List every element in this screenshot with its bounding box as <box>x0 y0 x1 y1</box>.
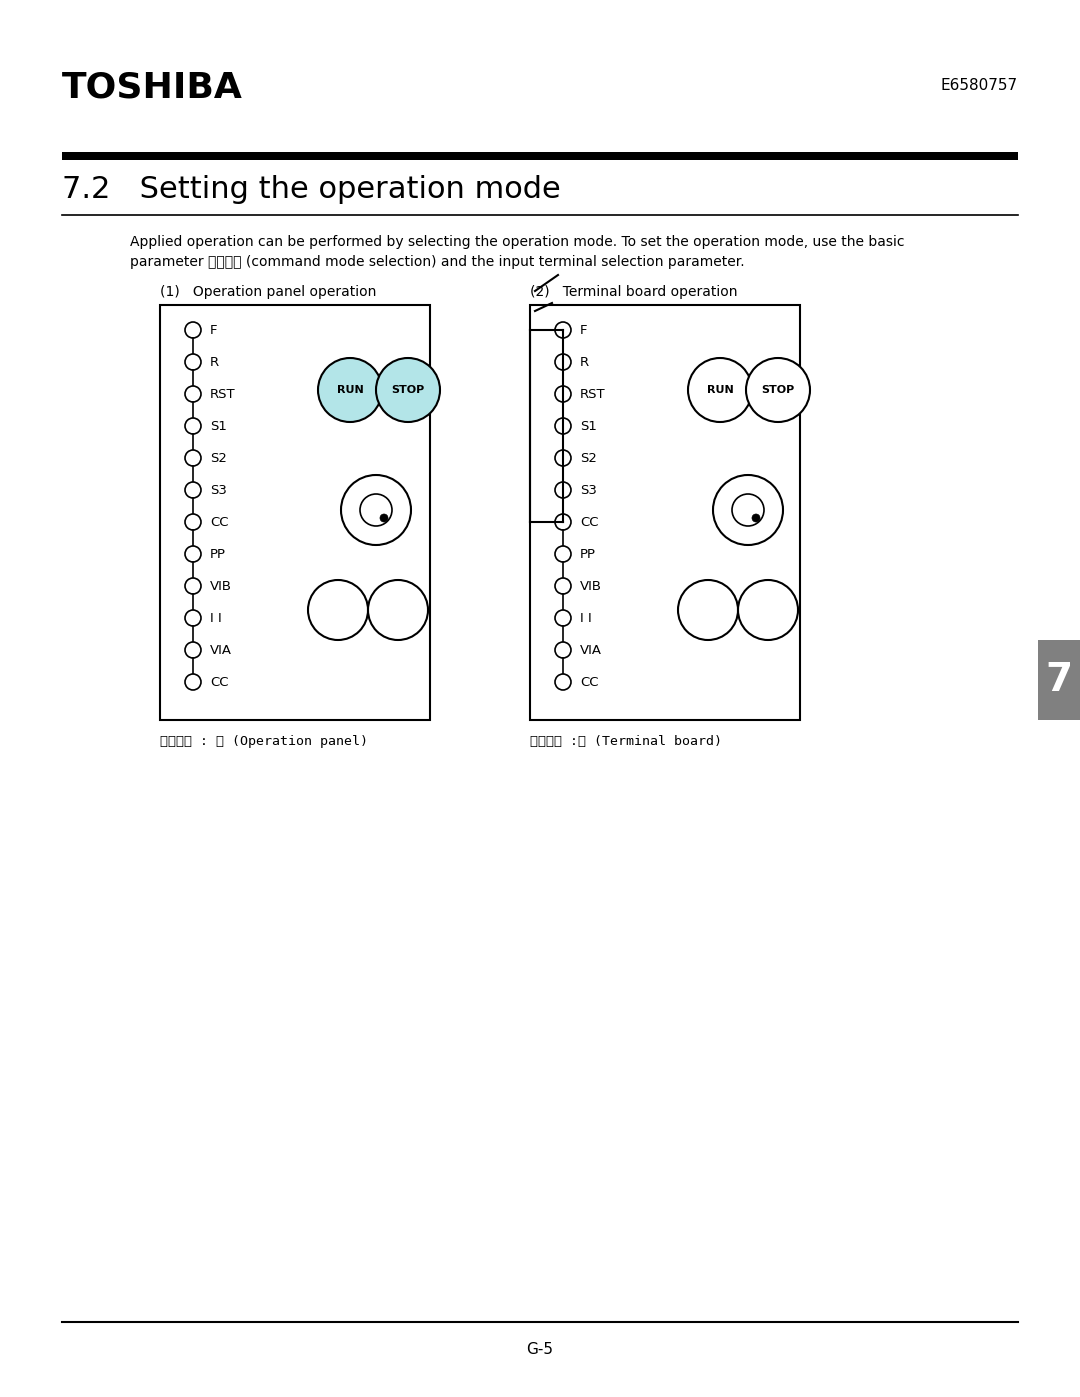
Circle shape <box>678 580 738 640</box>
Circle shape <box>185 321 201 338</box>
Text: CC: CC <box>210 515 229 528</box>
Text: STOP: STOP <box>391 386 424 395</box>
Circle shape <box>713 475 783 545</box>
Circle shape <box>732 495 764 527</box>
Circle shape <box>185 514 201 529</box>
Text: I I: I I <box>210 612 221 624</box>
Text: VIB: VIB <box>580 580 602 592</box>
Text: RST: RST <box>210 387 235 401</box>
Circle shape <box>185 450 201 467</box>
Circle shape <box>341 475 411 545</box>
Text: (2)   Terminal board operation: (2) Terminal board operation <box>530 285 738 299</box>
Text: RUN: RUN <box>706 386 733 395</box>
Text: S1: S1 <box>580 419 597 433</box>
Circle shape <box>555 673 571 690</box>
Bar <box>160 305 430 719</box>
Text: F: F <box>210 324 217 337</box>
Text: ⓂⓃⓄⓅ : ② (Operation panel): ⓂⓃⓄⓅ : ② (Operation panel) <box>160 735 368 747</box>
Text: ⓂⓃⓄⓅ :① (Terminal board): ⓂⓃⓄⓅ :① (Terminal board) <box>530 735 723 747</box>
Circle shape <box>318 358 382 422</box>
Text: STOP: STOP <box>761 386 795 395</box>
Text: VIA: VIA <box>210 644 232 657</box>
Text: Applied operation can be performed by selecting the operation mode. To set the o: Applied operation can be performed by se… <box>130 235 905 249</box>
Polygon shape <box>754 598 782 624</box>
Circle shape <box>185 418 201 434</box>
Polygon shape <box>694 597 723 622</box>
Circle shape <box>185 578 201 594</box>
Polygon shape <box>324 597 352 622</box>
Text: CC: CC <box>580 676 598 689</box>
Text: S3: S3 <box>580 483 597 496</box>
Text: parameter ⓂⓃⓄⓅ (command mode selection) and the input terminal selection paramet: parameter ⓂⓃⓄⓅ (command mode selection) … <box>130 256 744 270</box>
Circle shape <box>185 482 201 497</box>
Circle shape <box>555 578 571 594</box>
Circle shape <box>738 580 798 640</box>
Polygon shape <box>384 598 411 624</box>
Text: 7.2   Setting the operation mode: 7.2 Setting the operation mode <box>62 175 561 204</box>
Circle shape <box>185 353 201 370</box>
Circle shape <box>555 386 571 402</box>
Bar <box>62 152 1018 161</box>
Text: CC: CC <box>210 676 229 689</box>
Text: VIB: VIB <box>210 580 232 592</box>
Text: E6580757: E6580757 <box>941 78 1018 94</box>
Bar <box>530 305 800 719</box>
Circle shape <box>185 546 201 562</box>
Text: S2: S2 <box>210 451 227 464</box>
Circle shape <box>360 495 392 527</box>
Text: I I: I I <box>580 612 592 624</box>
Bar <box>1038 640 1080 719</box>
Text: PP: PP <box>210 548 226 560</box>
Text: R: R <box>210 355 219 369</box>
Circle shape <box>185 610 201 626</box>
Text: PP: PP <box>580 548 596 560</box>
Circle shape <box>185 386 201 402</box>
Text: 7: 7 <box>1045 661 1072 698</box>
Text: R: R <box>580 355 589 369</box>
Text: F: F <box>580 324 588 337</box>
Circle shape <box>555 514 571 529</box>
Circle shape <box>185 643 201 658</box>
Text: CC: CC <box>580 515 598 528</box>
Text: S2: S2 <box>580 451 597 464</box>
Circle shape <box>555 546 571 562</box>
Text: S1: S1 <box>210 419 227 433</box>
Text: RST: RST <box>580 387 606 401</box>
Text: G-5: G-5 <box>527 1343 554 1356</box>
Circle shape <box>555 418 571 434</box>
Text: RUN: RUN <box>337 386 363 395</box>
Circle shape <box>688 358 752 422</box>
Text: TOSHIBA: TOSHIBA <box>62 70 243 103</box>
Circle shape <box>555 610 571 626</box>
Circle shape <box>746 358 810 422</box>
Text: S3: S3 <box>210 483 227 496</box>
Circle shape <box>555 482 571 497</box>
Circle shape <box>376 358 440 422</box>
Circle shape <box>185 673 201 690</box>
Circle shape <box>555 643 571 658</box>
Text: (1)   Operation panel operation: (1) Operation panel operation <box>160 285 376 299</box>
Circle shape <box>555 450 571 467</box>
Circle shape <box>368 580 428 640</box>
Text: VIA: VIA <box>580 644 602 657</box>
Circle shape <box>308 580 368 640</box>
Circle shape <box>380 514 388 522</box>
Circle shape <box>752 514 760 522</box>
Circle shape <box>555 321 571 338</box>
Circle shape <box>555 353 571 370</box>
